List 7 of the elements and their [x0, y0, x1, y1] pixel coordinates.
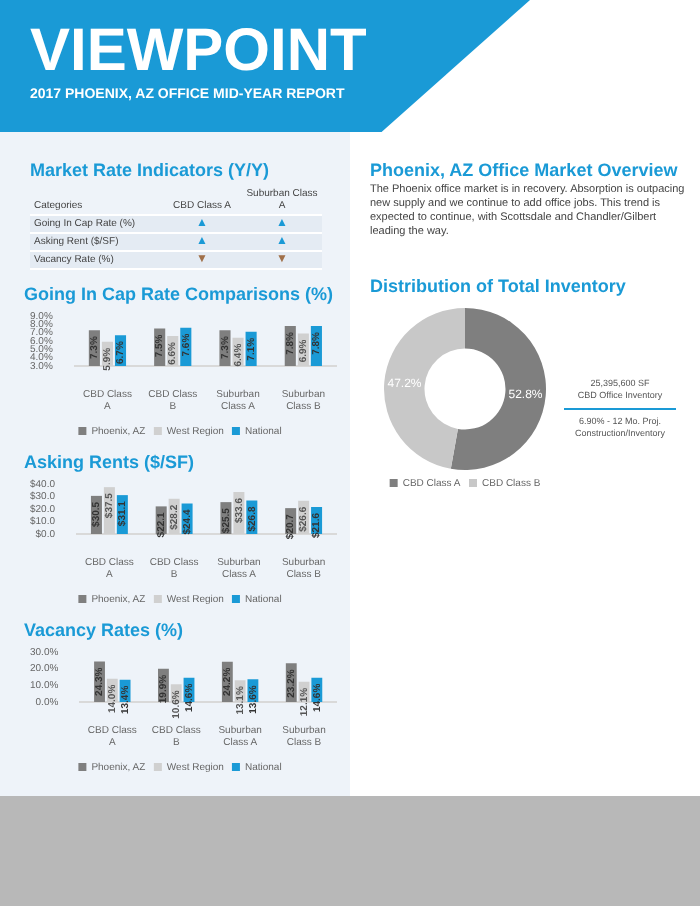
chart-title: Going In Cap Rate Comparisons (%) — [24, 284, 336, 304]
text: Market Rate Indicators (Y/Y) — [30, 160, 272, 180]
chart-title: Asking Rents ($/SF) — [24, 452, 197, 472]
text: VIEWPOINT — [30, 18, 367, 84]
text: Phoenix, AZ Office Market Overview — [370, 160, 680, 180]
chart-title: Vacancy Rates (%) — [24, 620, 186, 640]
chart-title: Distribution of Total Inventory — [370, 276, 628, 296]
